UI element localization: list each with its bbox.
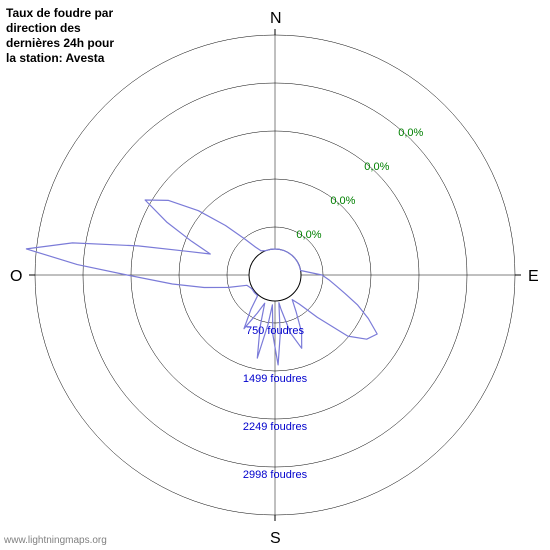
cardinal-south: S	[270, 530, 281, 548]
cardinal-north: N	[270, 10, 282, 28]
cardinal-west: O	[10, 268, 22, 286]
credit-text: www.lightningmaps.org	[4, 535, 107, 546]
ring-label: 2249 foudres	[243, 421, 307, 433]
ring-label: 2998 foudres	[243, 469, 307, 481]
pct-label: 0,0%	[330, 195, 355, 207]
pct-label: 0,0%	[296, 229, 321, 241]
ring-label: 1499 foudres	[243, 373, 307, 385]
polar-chart	[0, 0, 550, 550]
pct-label: 0,0%	[364, 161, 389, 173]
ring-label: 750 foudres	[246, 325, 304, 337]
rose-trace	[26, 200, 377, 365]
cardinal-east: E	[528, 268, 539, 286]
pct-label: 0,0%	[398, 127, 423, 139]
chart-title: Taux de foudre par direction des dernièr…	[6, 6, 116, 66]
